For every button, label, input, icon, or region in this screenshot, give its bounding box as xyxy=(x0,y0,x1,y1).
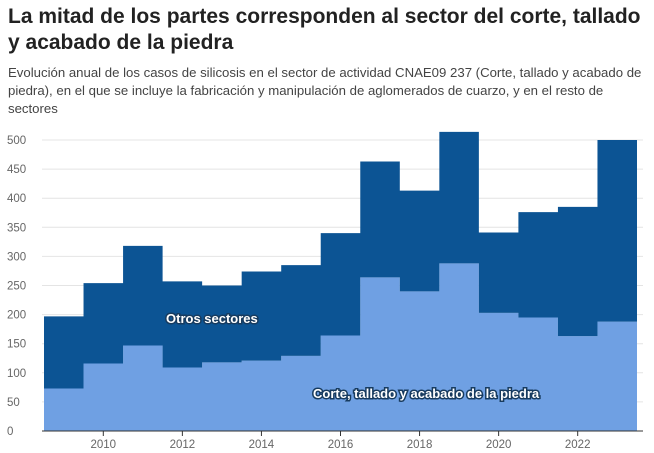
chart-subtitle: Evolución anual de los casos de silicosi… xyxy=(8,65,642,116)
area-series xyxy=(44,263,637,431)
y-tick-label: 300 xyxy=(7,251,26,263)
y-tick-label: 250 xyxy=(7,281,26,293)
x-tick-label: 2020 xyxy=(486,439,512,451)
y-tick-label: 50 xyxy=(7,397,20,409)
y-tick-label: 150 xyxy=(7,339,26,351)
series-label-corte: Corte, tallado y acabado de la piedra xyxy=(313,386,540,401)
y-axis-tick-labels: 0 50 100 150 200 250 300 350 400 450 500 xyxy=(7,135,26,438)
area-series xyxy=(44,131,637,389)
x-axis-ticks: 2010 2012 2014 2016 2018 2020 2022 xyxy=(91,431,591,451)
chart-title: La mitad de los partes corresponden al s… xyxy=(8,5,641,54)
y-tick-label: 500 xyxy=(7,135,26,147)
x-tick-label: 2010 xyxy=(91,439,117,451)
x-tick-label: 2022 xyxy=(565,439,591,451)
series-areas xyxy=(44,131,637,431)
series-labels: Otros sectores Corte, tallado y acabado d… xyxy=(165,310,542,403)
x-tick-label: 2014 xyxy=(249,439,275,451)
y-tick-label: 450 xyxy=(7,164,26,176)
x-tick-label: 2012 xyxy=(170,439,196,451)
x-tick-label: 2018 xyxy=(407,439,433,451)
y-tick-label: 350 xyxy=(7,222,26,234)
y-tick-label: 200 xyxy=(7,310,26,322)
y-tick-label: 0 xyxy=(7,426,13,438)
y-tick-label: 100 xyxy=(7,368,26,380)
x-tick-label: 2016 xyxy=(328,439,354,451)
y-tick-label: 400 xyxy=(7,193,26,205)
series-label-otros: Otros sectores xyxy=(166,311,258,326)
